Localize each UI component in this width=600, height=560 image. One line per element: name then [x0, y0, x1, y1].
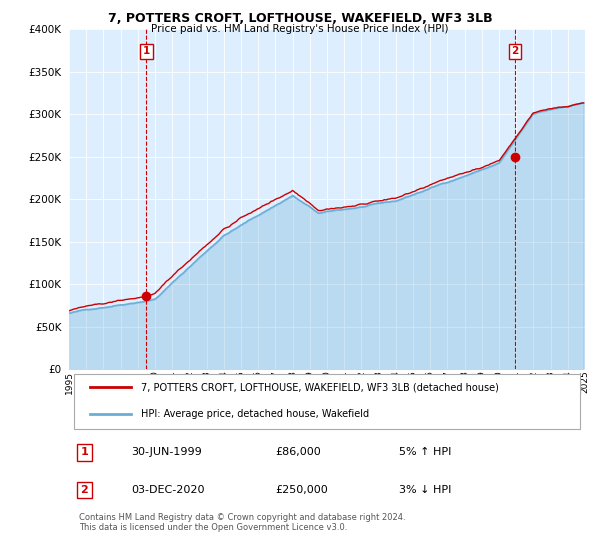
Text: 1: 1	[80, 447, 88, 458]
Text: 7, POTTERS CROFT, LOFTHOUSE, WAKEFIELD, WF3 3LB: 7, POTTERS CROFT, LOFTHOUSE, WAKEFIELD, …	[107, 12, 493, 25]
Text: 3% ↓ HPI: 3% ↓ HPI	[399, 485, 452, 495]
Text: £86,000: £86,000	[275, 447, 321, 458]
Text: 1: 1	[143, 46, 150, 56]
Text: Price paid vs. HM Land Registry's House Price Index (HPI): Price paid vs. HM Land Registry's House …	[151, 24, 449, 34]
Text: 2: 2	[511, 46, 518, 56]
Text: 7, POTTERS CROFT, LOFTHOUSE, WAKEFIELD, WF3 3LB (detached house): 7, POTTERS CROFT, LOFTHOUSE, WAKEFIELD, …	[141, 382, 499, 392]
Text: 2: 2	[80, 485, 88, 495]
Text: HPI: Average price, detached house, Wakefield: HPI: Average price, detached house, Wake…	[141, 409, 370, 419]
Text: Contains HM Land Registry data © Crown copyright and database right 2024.
This d: Contains HM Land Registry data © Crown c…	[79, 513, 406, 533]
Text: £250,000: £250,000	[275, 485, 328, 495]
Text: 30-JUN-1999: 30-JUN-1999	[131, 447, 202, 458]
Text: 5% ↑ HPI: 5% ↑ HPI	[399, 447, 452, 458]
Text: 03-DEC-2020: 03-DEC-2020	[131, 485, 205, 495]
FancyBboxPatch shape	[74, 374, 580, 428]
